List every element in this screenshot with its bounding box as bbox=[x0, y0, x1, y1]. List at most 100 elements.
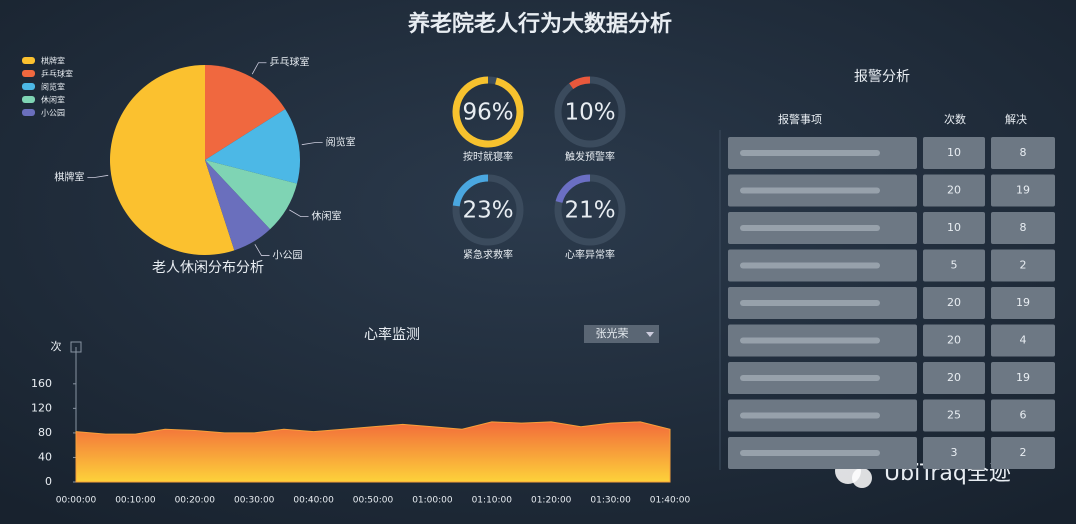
slice-label: 阅览室 bbox=[326, 136, 356, 149]
slice-label: 小公园 bbox=[273, 250, 303, 262]
legend-label: 乒乓球室 bbox=[41, 69, 73, 79]
pie-slice bbox=[205, 160, 298, 230]
page-title: 养老院老人行为大数据分析 bbox=[407, 11, 672, 37]
table-value: 8 bbox=[1020, 221, 1027, 234]
x-tick-label: 01:20:00 bbox=[531, 496, 572, 506]
chart-title: 心率监测 bbox=[364, 326, 420, 343]
table-value: 2 bbox=[1020, 259, 1027, 272]
blurred-text bbox=[740, 412, 880, 419]
dropdown[interactable] bbox=[584, 325, 659, 343]
table-value: 8 bbox=[1020, 146, 1027, 159]
table-cell bbox=[991, 174, 1055, 207]
table-cell bbox=[923, 249, 985, 282]
legend-swatch bbox=[22, 70, 35, 77]
table-cell bbox=[923, 399, 985, 432]
dropdown-value: 张光荣 bbox=[596, 326, 629, 340]
slice-label: 棋牌室 bbox=[54, 170, 84, 183]
table-cell bbox=[991, 287, 1055, 319]
table-value: 19 bbox=[1016, 371, 1030, 384]
pie-slice bbox=[205, 65, 286, 160]
legend-swatch bbox=[22, 96, 35, 103]
table-value: 20 bbox=[947, 184, 961, 197]
x-tick-label: 00:00:00 bbox=[56, 496, 97, 506]
table-value: 2 bbox=[1020, 446, 1027, 459]
table-value: 5 bbox=[951, 259, 958, 272]
blurred-text bbox=[740, 375, 880, 381]
label-line bbox=[289, 209, 309, 217]
pie-slice bbox=[110, 65, 235, 255]
table-value: 3 bbox=[951, 446, 958, 459]
y-tick-label: 0 bbox=[45, 475, 52, 488]
table-cell bbox=[991, 212, 1055, 244]
table-value: 20 bbox=[947, 371, 961, 384]
blurred-text bbox=[740, 450, 880, 456]
pie-title: 老人休闲分布分析 bbox=[152, 260, 264, 276]
gauge-label: 心率异常率 bbox=[565, 248, 615, 261]
gauge-label: 触发预警率 bbox=[565, 150, 615, 163]
gauge-arc bbox=[569, 76, 591, 90]
table-value: 19 bbox=[1016, 296, 1030, 309]
x-tick-label: 01:30:00 bbox=[590, 496, 631, 506]
table-cell bbox=[923, 137, 985, 169]
x-tick-label: 01:10:00 bbox=[472, 496, 513, 506]
y-tick-label: 80 bbox=[38, 426, 52, 439]
table-header: 报警事项 bbox=[778, 112, 822, 126]
table-cell bbox=[991, 137, 1055, 169]
legend-label: 阅览室 bbox=[41, 82, 65, 92]
y-tick-label: 160 bbox=[31, 377, 52, 390]
table-cell bbox=[923, 174, 985, 207]
y-tick-label: 120 bbox=[31, 401, 52, 414]
x-tick-label: 00:50:00 bbox=[353, 496, 394, 506]
table-value: 20 bbox=[947, 296, 961, 309]
legend-label: 棋牌室 bbox=[41, 56, 65, 66]
blurred-text bbox=[740, 300, 880, 306]
gauge-value: 23% bbox=[462, 198, 513, 224]
label-line bbox=[301, 142, 323, 146]
table-header: 解决 bbox=[1005, 112, 1027, 126]
pie-slice bbox=[205, 160, 271, 251]
table-value: 4 bbox=[1020, 334, 1027, 347]
blurred-text bbox=[740, 187, 880, 194]
x-tick-label: 00:30:00 bbox=[234, 496, 275, 506]
gauge-arc bbox=[452, 174, 489, 207]
table-cell bbox=[923, 212, 985, 244]
y-tick-label: 40 bbox=[38, 450, 52, 463]
label-line bbox=[254, 244, 270, 256]
legend-label: 休闲室 bbox=[41, 95, 65, 105]
table-cell bbox=[991, 399, 1055, 432]
label-line bbox=[251, 62, 267, 75]
table-value: 20 bbox=[947, 334, 961, 347]
y-axis-label: 次 bbox=[51, 339, 62, 353]
table-cell bbox=[923, 362, 985, 394]
blurred-text bbox=[740, 337, 880, 344]
pie-slice bbox=[205, 109, 300, 184]
dropdown-arrow bbox=[646, 332, 654, 337]
label-line bbox=[87, 174, 109, 178]
gauge-value: 96% bbox=[462, 100, 513, 126]
table-header: 次数 bbox=[944, 112, 966, 126]
table-value: 10 bbox=[947, 221, 961, 234]
table-cell bbox=[991, 437, 1055, 469]
slice-label: 休闲室 bbox=[312, 210, 342, 223]
blurred-text bbox=[740, 150, 880, 156]
gauge-arc bbox=[555, 174, 591, 204]
table-title: 报警分析 bbox=[854, 69, 910, 85]
slice-label: 乒乓球室 bbox=[269, 56, 309, 69]
axis-cap bbox=[70, 341, 82, 353]
gauge-label: 按时就寝率 bbox=[463, 150, 513, 163]
gauge-value: 10% bbox=[564, 100, 615, 126]
table-value: 19 bbox=[1016, 184, 1030, 197]
table-value: 10 bbox=[947, 146, 961, 159]
legend-label: 小公园 bbox=[41, 109, 65, 118]
table-cell bbox=[991, 362, 1055, 394]
table-value: 6 bbox=[1020, 409, 1027, 422]
legend-swatch bbox=[22, 57, 35, 64]
blurred-text bbox=[740, 262, 880, 269]
x-tick-label: 00:20:00 bbox=[175, 496, 216, 506]
table-cell bbox=[991, 249, 1055, 282]
legend-swatch bbox=[22, 109, 35, 116]
gauge-label: 紧急求救率 bbox=[463, 248, 513, 261]
gauge-arc bbox=[452, 76, 524, 148]
area bbox=[75, 421, 671, 483]
